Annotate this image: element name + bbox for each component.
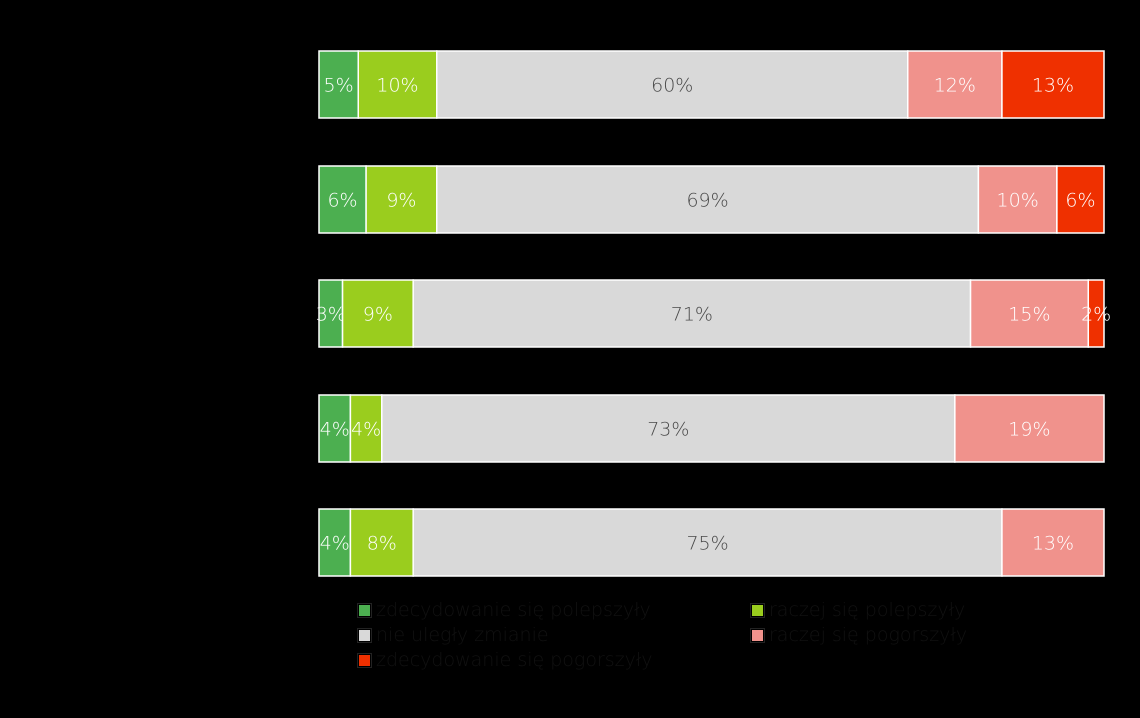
data-label-r0-s2: 60% [651, 75, 693, 97]
bar-segment-r2-s2 [412, 279, 972, 348]
legend-swatch-icon [358, 603, 371, 617]
data-label-r3-s0: 4% [320, 419, 350, 441]
legend-label: zdecydowanie się pogorszyły [376, 649, 653, 671]
data-label-r0-s1: 10% [376, 75, 418, 97]
bar-segment-r4-s1 [349, 508, 414, 577]
data-label-r0-s0: 5% [324, 75, 354, 97]
bar-segment-r0-s1 [357, 50, 438, 119]
legend-swatch-icon [751, 628, 764, 642]
data-label-r4-s2: 75% [686, 533, 728, 555]
legend-item-1: raczej się polepszyły [751, 598, 965, 622]
bar-segment-r3-s3 [954, 394, 1105, 463]
bar-segment-r1-s3 [977, 165, 1058, 234]
data-label-r1-s1: 9% [386, 190, 416, 212]
legend-item-3: raczej się pogorszyły [751, 623, 967, 647]
data-label-r0-s4: 13% [1032, 75, 1074, 97]
bar-segment-r3-s0 [318, 394, 352, 463]
legend-swatch-icon [751, 603, 764, 617]
data-label-r1-s0: 6% [327, 190, 357, 212]
data-label-r4-s0: 4% [320, 533, 350, 555]
data-label-r3-s1: 4% [351, 419, 381, 441]
legend-label: zdecydowanie się polepszyły [376, 599, 651, 621]
legend-label: nie uległy zmianie [376, 624, 549, 646]
bar-segment-r2-s3 [969, 279, 1090, 348]
data-label-r2-s2: 71% [671, 304, 713, 326]
data-label-r4-s3: 13% [1032, 533, 1074, 555]
bar-segment-r3-s2 [381, 394, 956, 463]
data-label-r0-s3: 12% [934, 75, 976, 97]
bar-segment-r1-s1 [365, 165, 438, 234]
legend-item-4: zdecydowanie się pogorszyły [358, 648, 653, 672]
bar-segment-r0-s4 [1001, 50, 1105, 119]
legend-label: raczej się polepszyły [769, 599, 966, 621]
data-label-r2-s1: 9% [363, 304, 393, 326]
bar-segment-r0-s0 [318, 50, 359, 119]
data-label-r1-s3: 10% [997, 190, 1039, 212]
data-label-r1-s4: 6% [1065, 190, 1095, 212]
data-label-r2-s3: 15% [1008, 304, 1050, 326]
data-label-r1-s2: 69% [686, 190, 728, 212]
legend-swatch-icon [358, 628, 371, 642]
bar-segment-r4-s3 [1001, 508, 1105, 577]
data-label-r3-s3: 19% [1008, 419, 1050, 441]
bar-segment-r1-s2 [436, 165, 980, 234]
legend-label: raczej się pogorszyły [769, 624, 968, 646]
bar-segment-r0-s2 [436, 50, 909, 119]
bar-segment-r1-s4 [1056, 165, 1105, 234]
data-label-r3-s2: 73% [647, 419, 689, 441]
data-label-r4-s1: 8% [367, 533, 397, 555]
bar-segment-r4-s0 [318, 508, 352, 577]
bar-segment-r3-s1 [349, 394, 383, 463]
legend-swatch-icon [358, 653, 371, 667]
data-label-r2-s0: 3% [316, 304, 346, 326]
data-label-r2-s4: 2% [1081, 304, 1111, 326]
bar-segment-r2-s4 [1087, 279, 1105, 348]
legend-item-2: nie uległy zmianie [358, 623, 549, 647]
legend-item-0: zdecydowanie się polepszyły [358, 598, 651, 622]
